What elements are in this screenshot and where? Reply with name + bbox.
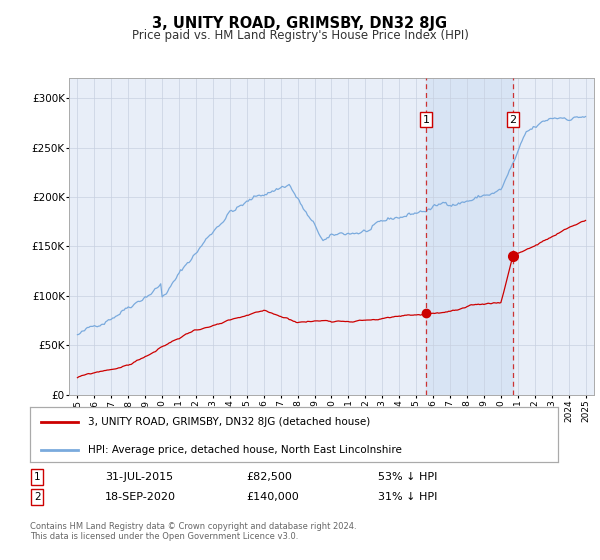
Text: 1: 1 (34, 472, 41, 482)
Text: £140,000: £140,000 (246, 492, 299, 502)
Text: Price paid vs. HM Land Registry's House Price Index (HPI): Price paid vs. HM Land Registry's House … (131, 29, 469, 42)
Bar (426, 78, 513, 395)
Text: 2: 2 (509, 115, 517, 124)
Text: 31-JUL-2015: 31-JUL-2015 (105, 472, 173, 482)
Text: 2: 2 (34, 492, 41, 502)
Text: 1: 1 (422, 115, 430, 124)
Text: £82,500: £82,500 (246, 472, 292, 482)
Text: 31% ↓ HPI: 31% ↓ HPI (378, 492, 437, 502)
Text: 18-SEP-2020: 18-SEP-2020 (105, 492, 176, 502)
Text: 3, UNITY ROAD, GRIMSBY, DN32 8JG: 3, UNITY ROAD, GRIMSBY, DN32 8JG (152, 16, 448, 31)
Text: 3, UNITY ROAD, GRIMSBY, DN32 8JG (detached house): 3, UNITY ROAD, GRIMSBY, DN32 8JG (detach… (88, 417, 370, 427)
Text: Contains HM Land Registry data © Crown copyright and database right 2024.
This d: Contains HM Land Registry data © Crown c… (30, 522, 356, 542)
Text: HPI: Average price, detached house, North East Lincolnshire: HPI: Average price, detached house, Nort… (88, 445, 402, 455)
Text: 53% ↓ HPI: 53% ↓ HPI (378, 472, 437, 482)
